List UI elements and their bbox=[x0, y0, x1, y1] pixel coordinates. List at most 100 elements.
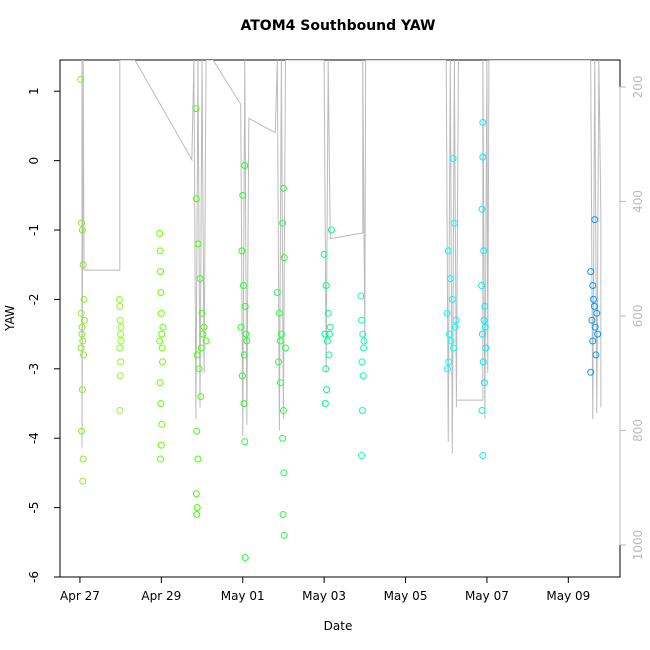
y2-tick-label: 400 bbox=[631, 190, 645, 213]
point bbox=[195, 365, 203, 373]
point bbox=[241, 302, 249, 310]
point bbox=[281, 344, 289, 352]
point bbox=[80, 316, 88, 324]
point bbox=[279, 219, 287, 227]
point bbox=[479, 358, 487, 366]
point bbox=[77, 344, 85, 352]
point bbox=[159, 323, 167, 331]
point bbox=[198, 309, 206, 317]
point bbox=[590, 295, 598, 303]
point bbox=[78, 226, 86, 234]
plot-frame bbox=[59, 59, 621, 578]
point bbox=[202, 337, 210, 345]
point bbox=[325, 351, 333, 359]
point bbox=[326, 323, 334, 331]
point bbox=[478, 282, 486, 290]
point bbox=[480, 247, 488, 255]
plot-area bbox=[77, 60, 602, 562]
depth-line bbox=[81, 60, 602, 454]
point bbox=[157, 441, 165, 449]
point bbox=[117, 337, 125, 345]
point bbox=[444, 247, 452, 255]
point bbox=[279, 184, 287, 192]
point bbox=[321, 400, 329, 408]
y-tick-label: 1 bbox=[27, 87, 41, 95]
y-axis-label: YAW bbox=[3, 305, 17, 332]
x-tick-label: Apr 27 bbox=[60, 589, 100, 603]
y-tick-label: -6 bbox=[27, 571, 41, 583]
point bbox=[448, 295, 456, 303]
point bbox=[116, 344, 124, 352]
point bbox=[196, 275, 204, 283]
point bbox=[280, 254, 288, 262]
point bbox=[197, 393, 205, 401]
point bbox=[320, 250, 328, 258]
point bbox=[360, 337, 368, 345]
point bbox=[79, 261, 87, 269]
point bbox=[589, 282, 597, 290]
point bbox=[324, 309, 332, 317]
point bbox=[480, 379, 488, 387]
point bbox=[117, 323, 125, 331]
point bbox=[240, 400, 248, 408]
point bbox=[327, 226, 335, 234]
point bbox=[479, 452, 487, 460]
point bbox=[279, 406, 287, 414]
y-tick-label: 0 bbox=[27, 157, 41, 165]
point bbox=[243, 337, 251, 345]
point bbox=[240, 282, 248, 290]
point bbox=[279, 511, 287, 519]
x-tick-label: May 07 bbox=[465, 589, 509, 603]
x-axis-label: Date bbox=[324, 619, 353, 633]
point bbox=[277, 379, 285, 387]
point bbox=[238, 372, 246, 380]
point bbox=[273, 288, 281, 296]
y2-tick-label: 200 bbox=[631, 75, 645, 98]
point bbox=[360, 344, 368, 352]
point bbox=[156, 229, 164, 237]
point bbox=[358, 358, 366, 366]
point bbox=[80, 351, 88, 359]
point bbox=[241, 438, 249, 446]
point bbox=[158, 344, 166, 352]
point bbox=[157, 309, 165, 317]
point bbox=[157, 455, 165, 463]
point bbox=[358, 452, 366, 460]
y-tick-label: -5 bbox=[27, 502, 41, 514]
point bbox=[158, 330, 166, 338]
point bbox=[478, 205, 486, 213]
y2-tick-label: 1000 bbox=[631, 530, 645, 561]
point bbox=[588, 316, 596, 324]
point bbox=[159, 358, 167, 366]
point bbox=[357, 292, 365, 300]
point bbox=[479, 153, 487, 161]
point bbox=[156, 337, 164, 345]
point bbox=[193, 351, 201, 359]
x-tick-label: Apr 29 bbox=[141, 589, 181, 603]
point bbox=[200, 323, 208, 331]
x-tick-label: May 03 bbox=[302, 589, 346, 603]
point bbox=[587, 268, 595, 276]
point bbox=[479, 118, 487, 126]
point bbox=[443, 309, 451, 317]
point bbox=[117, 330, 125, 338]
point bbox=[321, 330, 329, 338]
point bbox=[593, 309, 601, 317]
point bbox=[449, 155, 457, 163]
point bbox=[280, 469, 288, 477]
y2-tick-label: 600 bbox=[631, 304, 645, 327]
x-tick-label: May 09 bbox=[546, 589, 590, 603]
point bbox=[192, 490, 200, 498]
point bbox=[480, 316, 488, 324]
point bbox=[450, 219, 458, 227]
point bbox=[275, 309, 283, 317]
y2-tick-label: 800 bbox=[631, 419, 645, 442]
point bbox=[238, 247, 246, 255]
point bbox=[117, 358, 125, 366]
point bbox=[158, 420, 166, 428]
point bbox=[481, 302, 489, 310]
point bbox=[192, 105, 200, 113]
point bbox=[587, 368, 595, 376]
point bbox=[116, 316, 124, 324]
point bbox=[358, 406, 366, 414]
